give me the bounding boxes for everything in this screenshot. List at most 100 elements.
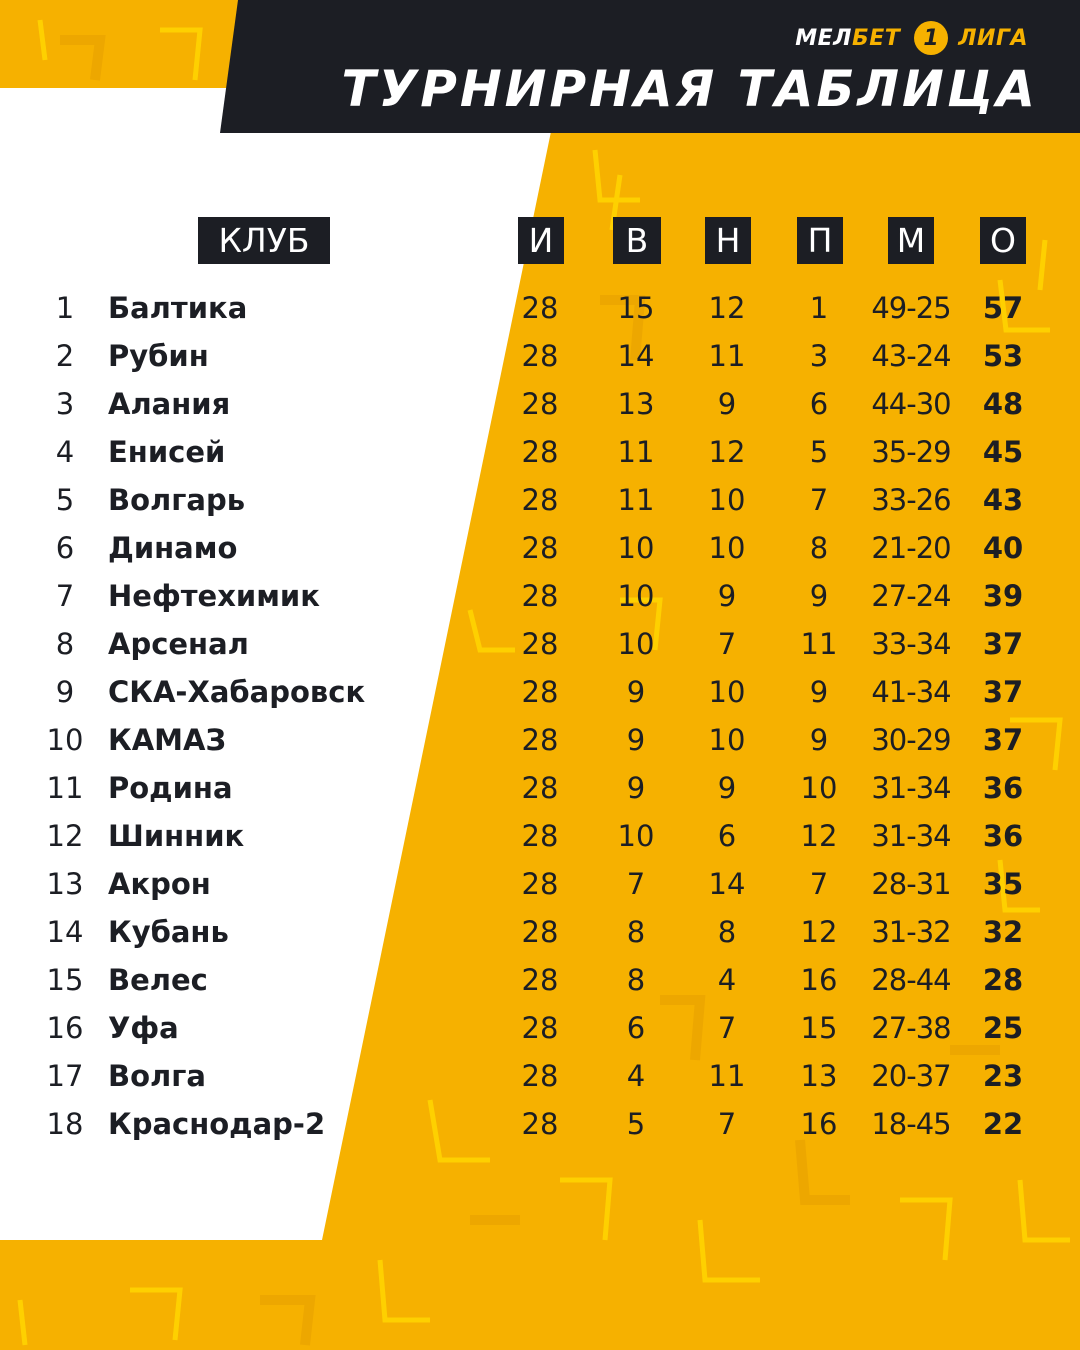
row-lost: 8 [809,531,829,565]
row-played: 28 [521,435,559,469]
row-club: Балтика [108,291,248,325]
row-points: 43 [982,483,1024,517]
row-points: 53 [982,339,1024,373]
row-club: Уфа [108,1011,179,1045]
row-played: 28 [521,867,559,901]
row-club: Алания [108,387,231,421]
row-rank: 15 [46,963,84,997]
row-played: 28 [521,675,559,709]
row-lost: 11 [800,627,838,661]
row-club: Родина [108,771,233,805]
row-played: 28 [521,1059,559,1093]
row-rank: 10 [46,723,84,757]
row-club: Енисей [108,435,226,469]
row-drawn: 14 [708,867,746,901]
row-goals: 28-31 [871,867,951,901]
row-drawn: 11 [708,339,746,373]
row-goals: 49-25 [871,291,951,325]
row-lost: 5 [809,435,829,469]
row-played: 28 [521,723,559,757]
row-drawn: 7 [717,1107,737,1141]
row-goals: 20-37 [871,1059,951,1093]
column-header-points: О [980,217,1026,264]
row-won: 11 [617,435,655,469]
row-drawn: 9 [717,387,737,421]
row-club: Волга [108,1059,206,1093]
row-lost: 15 [800,1011,838,1045]
row-rank: 2 [55,339,75,373]
row-drawn: 7 [717,1011,737,1045]
row-goals: 27-24 [871,579,951,613]
row-rank: 4 [55,435,75,469]
row-goals: 21-20 [871,531,951,565]
row-goals: 18-45 [871,1107,951,1141]
column-header-goals: М [888,217,934,264]
row-rank: 12 [46,819,84,853]
row-club: Велес [108,963,208,997]
row-played: 28 [521,915,559,949]
row-club: Динамо [108,531,238,565]
row-club: СКА-Хабаровск [108,675,366,709]
row-rank: 7 [55,579,75,613]
row-drawn: 12 [708,291,746,325]
row-played: 28 [521,1107,559,1141]
row-won: 6 [626,1011,646,1045]
row-rank: 11 [46,771,84,805]
table-row: 16 Уфа 28 6 7 15 27-38 25 [0,1004,1080,1052]
row-won: 10 [617,531,655,565]
column-header-played: И [518,217,564,264]
row-club: Нефтехимик [108,579,320,613]
row-played: 28 [521,387,559,421]
row-points: 35 [982,867,1024,901]
row-lost: 7 [809,483,829,517]
table-row: 13 Акрон 28 7 14 7 28-31 35 [0,860,1080,908]
row-drawn: 12 [708,435,746,469]
row-played: 28 [521,291,559,325]
row-lost: 9 [809,675,829,709]
row-points: 48 [982,387,1024,421]
row-goals: 41-34 [871,675,951,709]
row-points: 23 [982,1059,1024,1093]
row-goals: 31-32 [871,915,951,949]
row-lost: 16 [800,1107,838,1141]
row-lost: 3 [809,339,829,373]
row-points: 39 [982,579,1024,613]
row-drawn: 9 [717,579,737,613]
table-row: 12 Шинник 28 10 6 12 31-34 36 [0,812,1080,860]
row-rank: 8 [55,627,75,661]
row-won: 9 [626,675,646,709]
row-points: 45 [982,435,1024,469]
row-points: 28 [982,963,1024,997]
row-points: 37 [982,627,1024,661]
row-club: Кубань [108,915,229,949]
row-goals: 35-29 [871,435,951,469]
table-row: 11 Родина 28 9 9 10 31-34 36 [0,764,1080,812]
row-played: 28 [521,819,559,853]
table-row: 1 Балтика 28 15 12 1 49-25 57 [0,284,1080,332]
row-rank: 18 [46,1107,84,1141]
row-played: 28 [521,627,559,661]
row-goals: 28-44 [871,963,951,997]
row-drawn: 11 [708,1059,746,1093]
row-goals: 33-34 [871,627,951,661]
table-row: 4 Енисей 28 11 12 5 35-29 45 [0,428,1080,476]
row-points: 36 [982,771,1024,805]
row-points: 57 [982,291,1024,325]
row-goals: 30-29 [871,723,951,757]
row-points: 25 [982,1011,1024,1045]
table-row: 14 Кубань 28 8 8 12 31-32 32 [0,908,1080,956]
row-club: КАМАЗ [108,723,227,757]
row-drawn: 10 [708,675,746,709]
row-drawn: 9 [717,771,737,805]
row-rank: 1 [55,291,75,325]
row-played: 28 [521,339,559,373]
row-club: Арсенал [108,627,249,661]
table-row: 8 Арсенал 28 10 7 11 33-34 37 [0,620,1080,668]
row-played: 28 [521,483,559,517]
row-goals: 31-34 [871,819,951,853]
table-row: 9 СКА-Хабаровск 28 9 10 9 41-34 37 [0,668,1080,716]
row-won: 10 [617,579,655,613]
page-title: ТУРНИРНАЯ ТАБЛИЦА [341,60,1038,118]
row-rank: 17 [46,1059,84,1093]
